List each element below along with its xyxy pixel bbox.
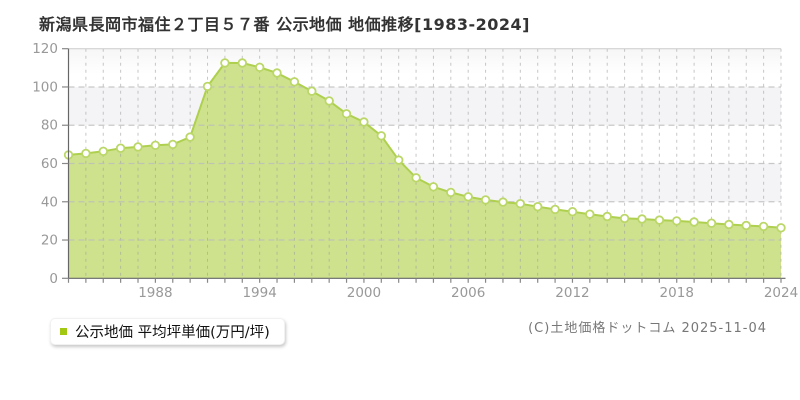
legend: 公示地価 平均坪単価(万円/坪)	[50, 318, 285, 345]
data-point-1985	[98, 146, 108, 156]
data-point-1986	[115, 143, 126, 153]
data-point-2000	[359, 117, 369, 127]
data-point-1996	[289, 77, 300, 87]
data-point-2014	[602, 211, 612, 222]
legend-marker-icon	[60, 328, 67, 335]
data-point-1995	[272, 68, 282, 78]
data-point-1988	[150, 140, 161, 150]
copyright-text: (C)土地価格ドットコム 2025-11-04	[528, 321, 767, 336]
x-tick-label: 2012	[555, 285, 589, 301]
data-point-2022	[741, 220, 751, 231]
y-tick-label: 60	[41, 156, 58, 172]
data-point-2007	[480, 195, 491, 205]
x-tick-label: 1994	[242, 285, 276, 301]
data-point-1994	[255, 62, 265, 73]
data-point-2021	[724, 219, 734, 230]
x-tick-label: 2024	[764, 285, 798, 301]
price-area-fill	[68, 62, 781, 279]
data-point-2023	[758, 221, 769, 232]
data-point-1998	[324, 96, 334, 106]
x-tick-label: 1988	[138, 285, 172, 301]
data-point-2015	[619, 213, 630, 224]
data-point-1987	[133, 142, 143, 152]
data-point-2018	[672, 216, 682, 226]
x-tick-label: 2006	[451, 285, 485, 301]
data-point-1984	[81, 148, 91, 159]
data-point-2016	[637, 214, 647, 224]
data-point-2011	[550, 204, 560, 215]
data-point-2004	[428, 182, 439, 192]
data-point-1991	[202, 81, 213, 92]
y-tick-label: 0	[49, 271, 58, 287]
data-point-2019	[689, 217, 699, 227]
data-point-2024	[776, 223, 786, 233]
data-point-2003	[411, 173, 421, 183]
legend-label: 公示地価 平均坪単価(万円/坪)	[75, 325, 270, 341]
data-point-2006	[463, 192, 473, 202]
y-tick-label: 40	[41, 194, 58, 210]
data-point-1993	[237, 58, 247, 68]
data-point-2017	[654, 215, 665, 225]
data-point-2012	[567, 206, 578, 217]
x-tick-label: 2000	[347, 285, 381, 301]
y-tick-label: 20	[41, 233, 58, 249]
plot-top-shading	[68, 48, 781, 75]
data-point-1997	[307, 86, 317, 96]
data-point-2010	[533, 201, 543, 212]
data-point-2005	[446, 187, 456, 198]
data-point-1992	[220, 58, 230, 68]
data-point-2002	[394, 155, 404, 165]
page-title: 新潟県長岡市福住２丁目５７番 公示地価 地価推移[1983-2024]	[39, 15, 530, 34]
data-point-2009	[515, 198, 525, 209]
zebra-band	[68, 86, 781, 126]
data-point-1990	[185, 132, 195, 142]
y-tick-label: 120	[32, 41, 58, 57]
y-tick-label: 100	[32, 79, 58, 95]
y-tick-label: 80	[41, 118, 58, 134]
data-point-2008	[498, 197, 508, 207]
data-point-2001	[376, 131, 386, 141]
data-point-2013	[585, 209, 595, 219]
data-point-2020	[706, 218, 717, 228]
x-tick-label: 2018	[660, 285, 694, 301]
data-point-1989	[168, 139, 178, 150]
data-point-1999	[341, 109, 352, 119]
